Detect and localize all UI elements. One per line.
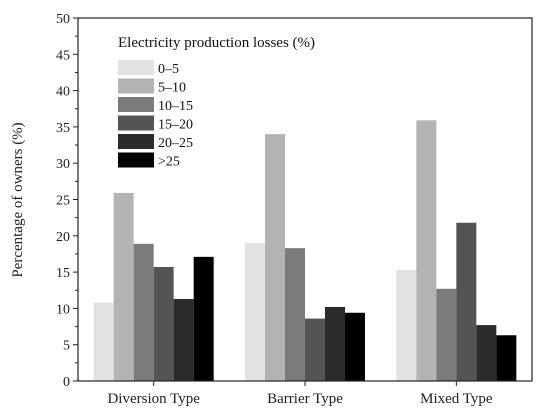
- bar: [476, 325, 497, 381]
- legend-swatch: [118, 97, 154, 112]
- y-tick-label: 30: [56, 157, 70, 172]
- bar: [345, 312, 365, 381]
- bar: [285, 248, 305, 381]
- legend-swatch: [118, 152, 154, 168]
- legend-label: >25: [158, 155, 180, 170]
- bar: [305, 318, 325, 381]
- legend-swatch: [118, 115, 154, 131]
- bar: [396, 269, 417, 381]
- bar: [153, 267, 174, 381]
- bar: [325, 306, 345, 381]
- bar: [245, 243, 265, 381]
- y-tick-label: 20: [56, 230, 70, 245]
- legend-swatch: [118, 78, 154, 94]
- bar: [173, 298, 194, 381]
- bar: [113, 192, 134, 381]
- bar: [133, 243, 154, 381]
- legend-label: 5–10: [158, 81, 186, 96]
- y-tick-label: 35: [56, 121, 70, 136]
- x-tick-label: Barrier Type: [267, 391, 343, 407]
- y-tick-label: 50: [56, 12, 70, 27]
- y-tick-label: 40: [56, 85, 70, 100]
- bar: [456, 222, 477, 381]
- bar: [265, 134, 285, 381]
- bar: [436, 288, 457, 381]
- axes-layer: Diversion Type Barrier Type Mixed Type 0 5 10…: [56, 12, 533, 407]
- bar: [416, 120, 437, 381]
- y-tick-label: 0: [63, 375, 70, 390]
- legend-label: 0–5: [158, 62, 179, 77]
- x-tick-label: Diversion Type: [107, 391, 200, 407]
- legend-label: 10–15: [158, 99, 193, 114]
- y-tick-label: 25: [56, 194, 70, 209]
- legend-swatch: [118, 60, 154, 75]
- y-tick-label: 10: [56, 302, 70, 317]
- bar: [93, 302, 114, 381]
- bars-layer: [93, 120, 517, 381]
- x-tick-label: Mixed Type: [420, 391, 493, 407]
- y-tick-label: 5: [63, 339, 70, 354]
- y-tick-label: 45: [56, 48, 70, 63]
- legend: Electricity production losses (%) 0–5 5–1…: [118, 35, 315, 170]
- legend-label: 20–25: [158, 136, 193, 151]
- bar: [496, 335, 517, 381]
- legend-swatch: [118, 134, 154, 149]
- y-tick-label: 15: [56, 266, 70, 281]
- y-axis-label: Percentage of owners (%): [10, 122, 26, 277]
- bar: [193, 256, 214, 381]
- legend-label: 15–20: [158, 118, 193, 133]
- legend-title: Electricity production losses (%): [118, 35, 315, 51]
